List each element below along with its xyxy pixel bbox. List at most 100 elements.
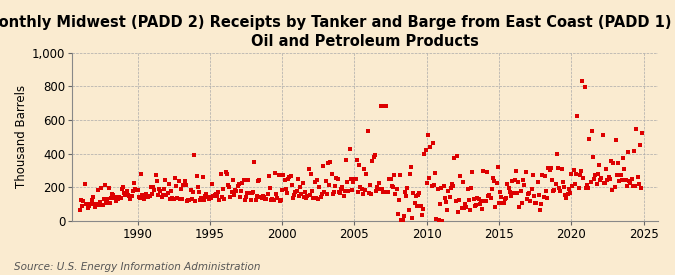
Point: [236, 189, 246, 194]
Point: [593, 172, 603, 177]
Point: [208, 194, 219, 199]
Point: [403, 208, 414, 213]
Point: [372, 185, 383, 189]
Point: [289, 193, 300, 197]
Point: [94, 202, 105, 207]
Point: [375, 104, 386, 109]
Point: [329, 190, 340, 194]
Point: [385, 177, 396, 182]
Point: [266, 197, 277, 202]
Point: [358, 167, 369, 172]
Point: [627, 183, 638, 188]
Point: [229, 193, 240, 197]
Point: [290, 189, 301, 194]
Point: [149, 188, 160, 192]
Point: [246, 191, 257, 195]
Point: [177, 197, 188, 201]
Point: [90, 204, 101, 209]
Point: [520, 170, 531, 175]
Point: [114, 195, 125, 199]
Point: [622, 150, 633, 155]
Point: [295, 185, 306, 189]
Point: [510, 169, 521, 173]
Point: [373, 181, 384, 185]
Point: [257, 194, 268, 198]
Point: [591, 182, 602, 186]
Point: [349, 177, 360, 181]
Point: [301, 196, 312, 200]
Point: [160, 177, 171, 182]
Point: [171, 184, 182, 188]
Point: [97, 203, 108, 207]
Point: [442, 207, 453, 212]
Point: [125, 197, 136, 201]
Point: [340, 189, 350, 193]
Point: [148, 185, 159, 189]
Point: [194, 190, 205, 194]
Point: [165, 197, 176, 202]
Point: [95, 200, 105, 204]
Point: [250, 198, 261, 202]
Point: [156, 194, 167, 199]
Point: [392, 212, 403, 216]
Point: [381, 189, 392, 194]
Point: [424, 175, 435, 180]
Point: [509, 178, 520, 182]
Point: [206, 196, 217, 201]
Point: [326, 172, 337, 177]
Point: [514, 205, 525, 210]
Point: [561, 196, 572, 201]
Point: [80, 202, 91, 206]
Point: [346, 187, 357, 192]
Point: [564, 186, 574, 191]
Point: [304, 192, 315, 197]
Point: [273, 173, 284, 177]
Point: [596, 176, 607, 180]
Point: [524, 191, 535, 196]
Point: [111, 195, 122, 200]
Point: [437, 218, 448, 223]
Point: [176, 187, 186, 191]
Point: [614, 179, 625, 183]
Point: [306, 172, 317, 177]
Point: [389, 173, 400, 177]
Point: [221, 172, 232, 176]
Point: [454, 198, 464, 202]
Point: [483, 194, 493, 198]
Point: [343, 189, 354, 193]
Point: [83, 206, 94, 210]
Point: [240, 195, 251, 199]
Point: [543, 166, 554, 171]
Point: [136, 172, 146, 176]
Point: [174, 196, 185, 201]
Point: [312, 178, 323, 182]
Point: [436, 186, 447, 191]
Point: [209, 193, 220, 197]
Point: [379, 104, 390, 109]
Point: [344, 146, 355, 151]
Point: [542, 196, 553, 200]
Point: [223, 183, 234, 187]
Point: [551, 152, 562, 156]
Point: [386, 183, 397, 188]
Point: [397, 218, 408, 222]
Point: [256, 196, 267, 200]
Point: [313, 197, 324, 201]
Point: [613, 161, 624, 165]
Point: [274, 198, 285, 203]
Point: [533, 192, 544, 197]
Point: [458, 179, 468, 184]
Point: [554, 186, 565, 190]
Point: [122, 188, 132, 193]
Point: [390, 192, 401, 196]
Point: [350, 177, 361, 181]
Point: [549, 188, 560, 192]
Point: [227, 177, 238, 182]
Point: [529, 194, 539, 198]
Point: [117, 185, 128, 189]
Point: [111, 199, 122, 203]
Point: [335, 186, 346, 191]
Point: [472, 196, 483, 200]
Point: [354, 163, 364, 167]
Point: [244, 191, 255, 195]
